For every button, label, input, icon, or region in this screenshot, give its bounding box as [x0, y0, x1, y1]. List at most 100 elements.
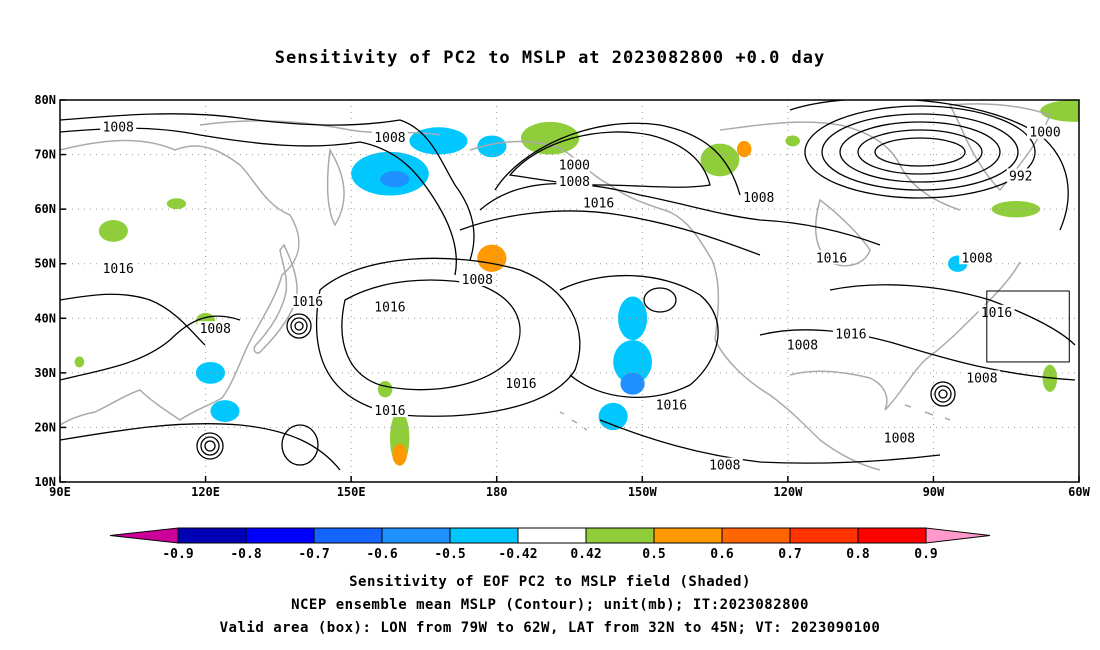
colorbar-segment	[585, 527, 655, 544]
sensitivity-shading	[74, 100, 1100, 466]
isobar-line	[204, 440, 216, 452]
contour-label: 1016	[505, 377, 536, 392]
colorbar-segment	[653, 527, 723, 544]
contour-label: 1016	[103, 262, 134, 277]
sensitivity-patch	[1089, 122, 1100, 144]
isobar-line	[874, 137, 966, 167]
contour-label: 1016	[656, 399, 687, 414]
isobar-line	[341, 279, 521, 391]
contour-label-bg	[100, 261, 137, 276]
contour-label-bg	[502, 375, 539, 390]
contour-label-bg	[963, 370, 1000, 385]
y-tick-label: 60N	[34, 202, 56, 216]
contour-label: 1008	[961, 251, 992, 266]
sensitivity-patch	[620, 372, 645, 395]
contour-label-bg	[556, 157, 593, 172]
sensitivity-patch	[477, 244, 507, 272]
isobar-line	[196, 432, 224, 460]
coast-gulf	[789, 261, 1021, 411]
contour-label: 1016	[816, 251, 847, 266]
mslp-contours	[60, 100, 1076, 471]
isobar-line	[839, 121, 1001, 183]
contour-label: 1008	[884, 431, 915, 446]
coast-alaska	[469, 140, 720, 341]
sensitivity-patch	[166, 198, 187, 210]
isobar-line	[290, 317, 308, 335]
coast-east-asia	[60, 139, 300, 426]
y-tick-label: 20N	[34, 420, 56, 434]
colorbar-level-label: 0.42	[570, 547, 601, 562]
colorbar-level-label: -0.9	[162, 547, 193, 562]
x-tick-label: 90E	[49, 485, 71, 499]
contour-label: 1016	[374, 404, 405, 419]
sensitivity-patch	[74, 356, 85, 368]
isobar-line	[60, 315, 241, 381]
x-tick-label: 150W	[628, 485, 658, 499]
colorbar-segment	[789, 527, 859, 544]
colorbar-level-label: 0.7	[778, 547, 801, 562]
contour-label: 1016	[292, 295, 323, 310]
isobar-line	[759, 329, 1076, 381]
colorbar-level-label: -0.6	[366, 547, 397, 562]
contour-label: 1008	[103, 120, 134, 135]
sensitivity-patch	[520, 121, 580, 155]
caption-line-3: Valid area (box): LON from 79W to 62W, L…	[219, 620, 881, 636]
isobar-line	[294, 321, 304, 331]
x-tick-label: 150E	[337, 485, 366, 499]
colorbar-level-label: -0.42	[498, 547, 537, 562]
isobar-line	[60, 127, 457, 276]
coast-siberia-north	[199, 120, 441, 136]
contour-label-bg	[740, 190, 777, 205]
contour-labels: 1008 1008 1000 1008 1016 1008 1000 992 1016 1016 1…	[100, 119, 1064, 474]
sensitivity-patch	[618, 296, 648, 341]
sensitivity-patch	[380, 170, 410, 188]
y-tick-label: 10N	[34, 475, 56, 489]
x-tick-label: 60W	[1068, 485, 1090, 499]
sensitivity-patch	[1091, 242, 1100, 269]
colorbar-segment	[177, 527, 247, 544]
colorbar-level-label: 0.6	[710, 547, 734, 562]
contour-label: 1008	[374, 131, 405, 146]
colorbar-segment	[449, 527, 519, 544]
contour-label: 1008	[743, 191, 774, 206]
contour-label-bg	[556, 173, 593, 188]
contour-label-bg	[1006, 168, 1035, 183]
sensitivity-patch	[210, 400, 240, 422]
contour-label: 1008	[559, 175, 590, 190]
y-tick-label: 50N	[34, 257, 56, 271]
x-tick-label: 120E	[191, 485, 220, 499]
contour-label: 1016	[374, 300, 405, 315]
sensitivity-patch	[98, 220, 128, 242]
isobar-line	[315, 257, 581, 417]
isobar-line	[829, 284, 1076, 346]
isobar-line	[494, 122, 741, 196]
colorbar-segment	[857, 527, 927, 544]
contour-label-bg	[813, 250, 850, 265]
contour-label-bg	[706, 457, 743, 472]
contour-label-bg	[978, 304, 1015, 319]
colorbar-segment	[721, 527, 791, 544]
plot-frame	[59, 99, 1080, 483]
sensitivity-patch	[991, 200, 1041, 218]
contour-label: 1016	[835, 328, 866, 343]
lat-lon-grid	[60, 100, 1079, 482]
isobar-line	[643, 287, 677, 313]
coast-north-america-west	[714, 339, 881, 471]
contour-label: 1008	[966, 371, 997, 386]
isobar-line	[857, 129, 983, 175]
x-tick-label: 90W	[923, 485, 945, 499]
isobar-line	[286, 313, 312, 339]
y-tick-label: 70N	[34, 148, 56, 162]
colorbar-level-label: -0.5	[434, 547, 465, 562]
contour-label-bg	[784, 337, 821, 352]
colorbar-low-end	[109, 527, 179, 544]
isobar-line	[459, 210, 761, 256]
isobar-line	[60, 113, 475, 261]
isobar-line	[789, 100, 1069, 231]
isobar-line	[479, 182, 881, 246]
isobar-line	[60, 293, 206, 346]
colorbar-segment	[381, 527, 451, 544]
contour-label-bg	[959, 250, 996, 265]
contour-label: 992	[1009, 169, 1032, 184]
